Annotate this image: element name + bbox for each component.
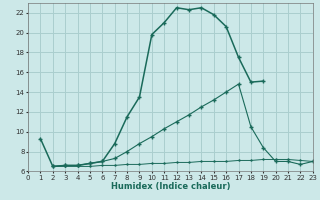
X-axis label: Humidex (Indice chaleur): Humidex (Indice chaleur) — [111, 182, 230, 191]
